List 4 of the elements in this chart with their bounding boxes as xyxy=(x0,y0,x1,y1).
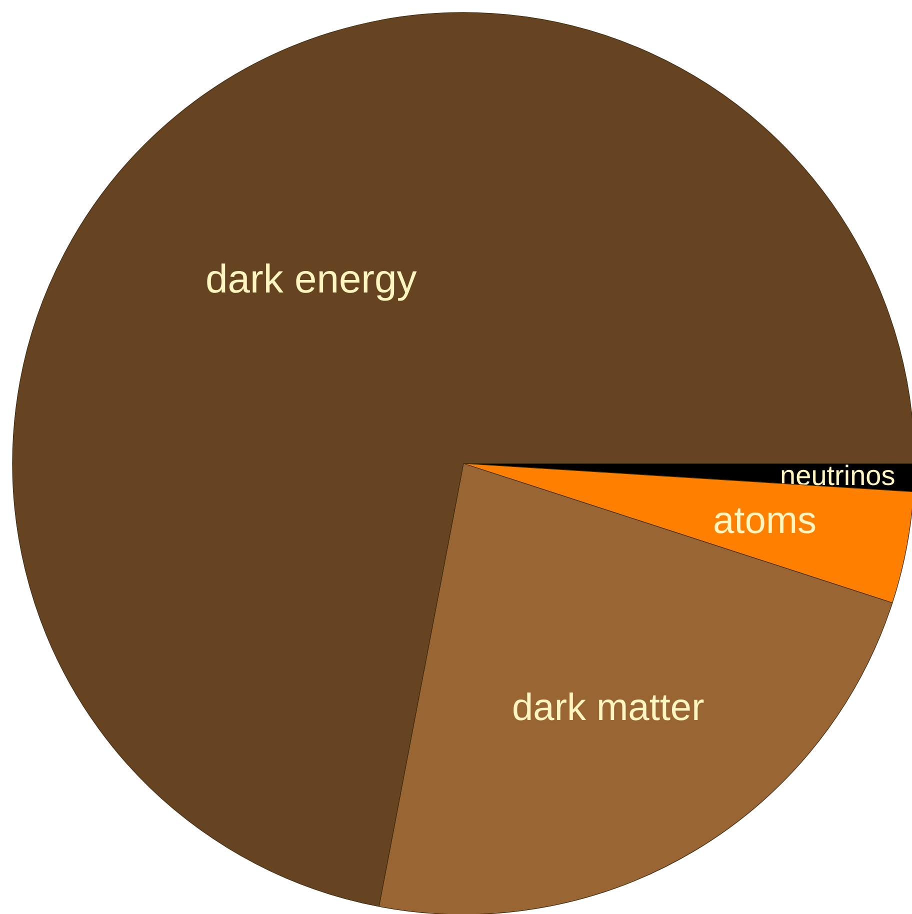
slice-label: dark energy xyxy=(206,257,417,302)
slice-label: atoms xyxy=(713,500,816,542)
slice-label: dark matter xyxy=(512,687,705,730)
slice-label: neutrinos xyxy=(780,460,896,491)
